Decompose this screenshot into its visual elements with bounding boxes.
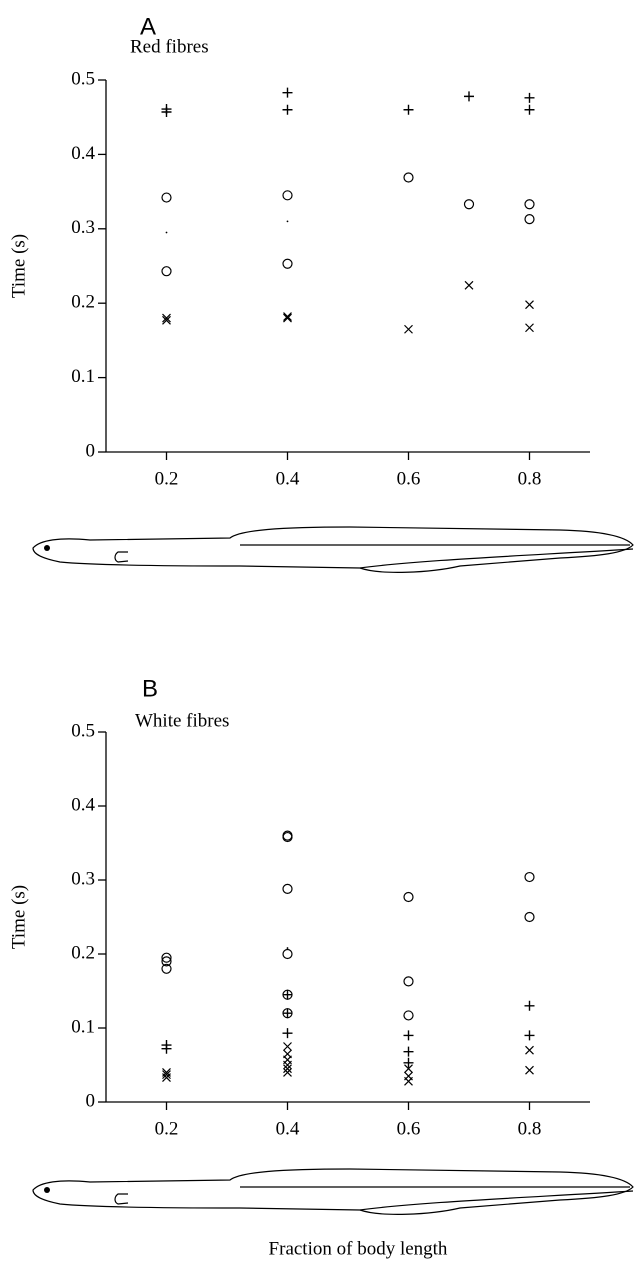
point — [525, 323, 534, 333]
y-axis-label: Time (s) — [8, 234, 29, 298]
y-axis-label: Time (s) — [8, 885, 29, 949]
panel-label: B — [142, 675, 158, 702]
point — [403, 976, 414, 987]
point — [282, 989, 293, 1000]
point — [282, 104, 293, 115]
point — [524, 911, 535, 923]
x-tick-label: 0.6 — [397, 468, 421, 489]
point — [161, 266, 172, 277]
point — [404, 1064, 413, 1074]
x-tick-label: 0.4 — [276, 1118, 300, 1139]
point — [524, 104, 535, 115]
point — [404, 1076, 413, 1086]
point — [464, 280, 474, 290]
point — [282, 87, 293, 98]
point — [403, 1046, 414, 1057]
point — [283, 1042, 292, 1051]
point — [403, 104, 414, 115]
y-tick-label: 0 — [86, 1090, 96, 1111]
subtitle: White fibres — [135, 710, 229, 731]
y-tick-label: 0.5 — [71, 68, 95, 89]
point — [162, 1070, 171, 1080]
point — [161, 192, 172, 203]
x-tick-label: 0.8 — [518, 1118, 542, 1139]
point — [286, 220, 289, 223]
point — [283, 1067, 292, 1077]
x-tick-label: 0.4 — [276, 468, 300, 489]
x-tick-label: 0.2 — [155, 468, 179, 489]
point — [282, 258, 293, 269]
point — [162, 315, 171, 325]
eel-drawing — [32, 1168, 634, 1215]
y-tick-label: 0.5 — [71, 720, 95, 741]
point — [524, 1030, 535, 1041]
point — [282, 883, 293, 894]
point — [283, 1064, 292, 1074]
y-tick-label: 0.4 — [71, 794, 95, 815]
point — [404, 324, 413, 334]
point — [161, 963, 172, 974]
x-axis-label: Fraction of body length — [269, 1238, 448, 1259]
point — [162, 313, 171, 323]
point — [161, 956, 172, 967]
point — [524, 871, 535, 883]
y-tick-label: 0.2 — [71, 942, 95, 963]
point — [403, 172, 414, 183]
point — [286, 947, 289, 949]
point — [525, 1045, 534, 1055]
point — [162, 1073, 171, 1083]
subtitle: Red fibres — [130, 36, 209, 57]
y-tick-label: 0.1 — [71, 1016, 95, 1037]
point — [525, 1065, 534, 1075]
point — [403, 1030, 414, 1041]
point — [283, 313, 292, 323]
y-tick-label: 0 — [86, 440, 96, 461]
eel-drawing — [32, 526, 634, 573]
point — [283, 312, 292, 322]
y-tick-label: 0.4 — [71, 143, 95, 164]
point — [161, 952, 172, 963]
point — [165, 231, 168, 234]
y-tick-label: 0.3 — [71, 217, 95, 238]
point — [282, 1008, 293, 1019]
panel-label: A — [140, 13, 156, 40]
x-tick-label: 0.6 — [397, 1118, 421, 1139]
point — [524, 199, 535, 210]
point — [525, 300, 534, 310]
x-tick-label: 0.8 — [518, 468, 542, 489]
point — [403, 1010, 414, 1021]
point — [403, 1057, 414, 1068]
point — [464, 91, 474, 102]
point — [463, 199, 475, 210]
point — [283, 1060, 292, 1070]
point — [161, 1043, 172, 1054]
point — [524, 214, 535, 225]
point — [282, 190, 293, 201]
point — [282, 831, 293, 843]
point — [403, 891, 414, 903]
y-tick-label: 0.3 — [71, 868, 95, 889]
point — [161, 106, 172, 117]
x-tick-label: 0.2 — [155, 1118, 179, 1139]
y-tick-label: 0.1 — [71, 366, 95, 387]
point — [524, 92, 535, 103]
point — [524, 1000, 535, 1011]
y-tick-label: 0.2 — [71, 292, 95, 313]
point — [282, 948, 293, 960]
point — [282, 1028, 293, 1039]
